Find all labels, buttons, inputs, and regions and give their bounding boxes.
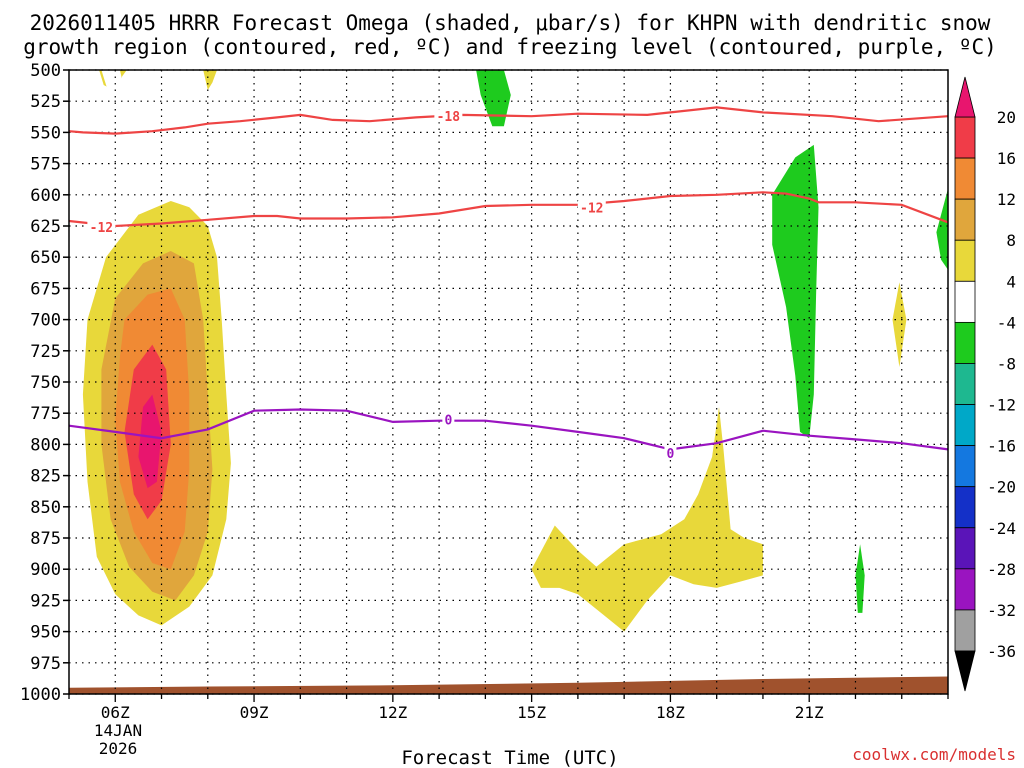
omega-region-neg4-17: [920, 525, 948, 620]
colorbar-segment: [954, 321, 976, 364]
colorbar-segment: [954, 527, 976, 570]
contour-label-dgz_minus12: -12: [580, 201, 603, 216]
omega-region-neg4-10: [716, 70, 948, 676]
colorbar-label: -4: [997, 313, 1016, 332]
y-tick-label: 825: [30, 467, 61, 487]
contour-label-bg: [87, 220, 116, 234]
colorbar-bottom-arrow: [954, 650, 976, 692]
y-tick-label: 500: [30, 61, 61, 81]
y-tick-label: 800: [30, 435, 61, 455]
colorbar-segment: [954, 609, 976, 652]
x-tick-label: 18Z: [656, 703, 685, 722]
y-tick-label: 675: [30, 279, 61, 299]
omega-region-neg8-14: [855, 544, 865, 613]
y-tick-label: 725: [30, 342, 61, 362]
y-tick-label: 950: [30, 623, 61, 643]
y-tick-label: 700: [30, 311, 61, 331]
x-tick-label: 12Z: [378, 703, 407, 722]
x-tick-label: 15Z: [517, 703, 546, 722]
colorbar-label: -36: [987, 642, 1016, 661]
colorbar-label: 4: [1006, 272, 1016, 291]
contour-label-freezing_0: 0: [667, 447, 675, 462]
contour-dgz_minus18: [68, 106, 949, 135]
ground-layer: [69, 676, 948, 694]
omega-region-neg8-13: [936, 188, 948, 270]
contour-label-bg: [442, 412, 455, 426]
x-axis-ticks: 06Z 09Z 12Z 15Z 18Z 21Z: [68, 694, 949, 722]
y-axis-ticks: 500 525 550 575 600 625 650 675 700 725 750 775 800 8…: [20, 61, 69, 705]
colorbar-segment: [954, 363, 976, 405]
y-tick-label: 1000: [20, 685, 61, 705]
colorbar-segment: [954, 486, 976, 529]
y-tick-label: 750: [30, 373, 61, 393]
y-tick-label: 900: [30, 560, 61, 580]
omega-region-neg4-9: [448, 70, 694, 273]
y-tick-label: 775: [30, 404, 61, 424]
contour-lines: -18 -12 -12 0 0: [68, 106, 949, 462]
omega-region-4-16: [892, 282, 907, 367]
date-label-day: 14JAN: [94, 721, 142, 740]
y-tick-label: 975: [30, 654, 61, 674]
y-tick-label: 625: [30, 217, 61, 237]
colorbar-segment: [954, 116, 976, 159]
omega-region-4-6: [203, 70, 217, 90]
colorbar-label: -32: [987, 601, 1016, 620]
colorbar-label: -12: [987, 396, 1016, 415]
credit-text: coolwx.com/models: [852, 745, 1016, 764]
chart-title-line2: growth region (contoured, red, ºC) and f…: [23, 35, 997, 59]
colorbar-label: -24: [987, 519, 1016, 538]
y-tick-label: 525: [30, 92, 61, 112]
colorbar: 20 16 12 8 4 -4 -8 -12 -16 -20 -24 -28 -32 -36: [954, 76, 1016, 692]
colorbar-label: 20: [997, 108, 1016, 127]
date-label-year: 2026: [99, 739, 138, 758]
chart-title-line1: 2026011405 HRRR Forecast Omega (shaded, …: [30, 11, 991, 35]
y-tick-label: 550: [30, 123, 61, 143]
x-tick-label: 21Z: [795, 703, 824, 722]
colorbar-segment: [954, 157, 976, 200]
grid-lines: [69, 69, 948, 695]
omega-shading: [69, 70, 948, 694]
colorbar-segment: [954, 280, 976, 323]
y-tick-label: 650: [30, 248, 61, 268]
y-tick-label: 850: [30, 498, 61, 518]
colorbar-label: -8: [997, 354, 1016, 373]
colorbar-segment: [954, 404, 976, 447]
contour-label-bg: [664, 446, 677, 460]
omega-region-neg4-8: [230, 192, 463, 663]
contour-label-dgz_minus18: -18: [437, 110, 461, 125]
x-tick-label: 06Z: [101, 703, 130, 722]
plot-area: -18 -12 -12 0 0: [68, 69, 949, 695]
contour-dgz_minus12: [68, 191, 949, 228]
colorbar-label: 16: [997, 149, 1016, 168]
colorbar-label: -20: [987, 478, 1016, 497]
colorbar-segment: [954, 445, 976, 488]
colorbar-segment: [954, 568, 976, 611]
x-axis-label: Forecast Time (UTC): [401, 747, 618, 768]
contour-label-bg: [577, 200, 606, 214]
colorbar-label: 8: [1006, 231, 1016, 250]
colorbar-label: -16: [987, 437, 1016, 456]
contour-label-freezing_0: 0: [444, 413, 452, 428]
y-tick-label: 875: [30, 529, 61, 549]
omega-region-neg4-7: [101, 70, 125, 108]
contour-label-bg: [434, 109, 463, 123]
colorbar-segment: [954, 239, 976, 282]
colorbar-top-arrow: [954, 76, 976, 118]
x-tick-label: 09Z: [240, 703, 269, 722]
colorbar-label: 12: [997, 190, 1016, 209]
y-tick-label: 575: [30, 155, 61, 175]
omega-region-4-15: [531, 407, 763, 632]
y-tick-label: 925: [30, 591, 61, 611]
colorbar-segment: [954, 198, 976, 241]
omega-region-20-4: [138, 394, 162, 489]
colorbar-label: -28: [987, 560, 1016, 579]
y-tick-label: 600: [30, 186, 61, 206]
omega-region-neg8-12: [772, 144, 819, 439]
contour-label-dgz_minus12: -12: [90, 221, 113, 236]
contour-freezing_0: [68, 408, 949, 451]
